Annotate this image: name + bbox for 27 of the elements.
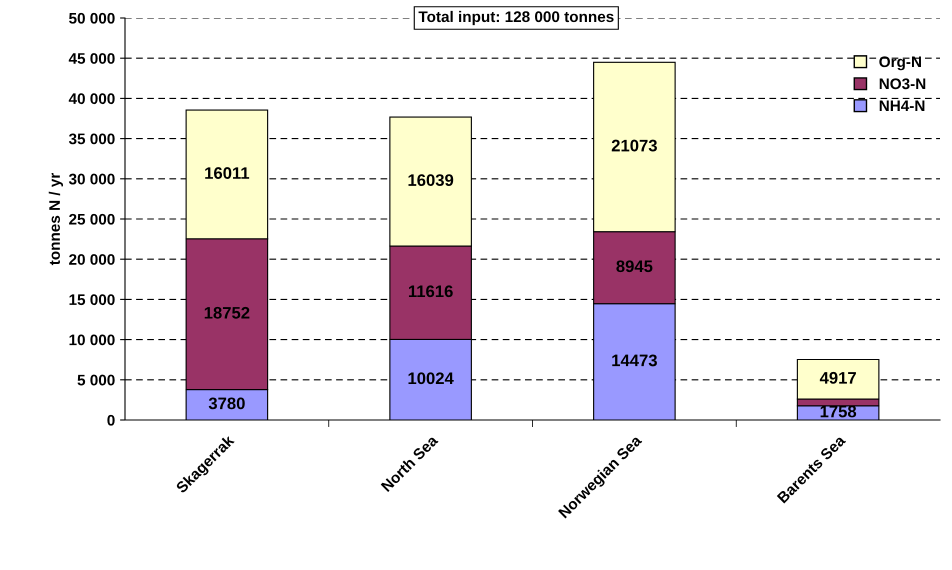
y-tick-label: 50 000	[69, 12, 115, 24]
data-label: 1758	[820, 406, 856, 418]
data-label: 16039	[408, 174, 454, 186]
legend-label: NO3-N	[880, 78, 926, 90]
data-label: 14473	[612, 354, 657, 366]
y-tick-label: 25 000	[69, 214, 115, 225]
y-tick-label: 0	[107, 414, 115, 426]
y-tick-label: 20 000	[69, 254, 115, 265]
data-label: 8945	[616, 260, 652, 272]
annotation: Total input: 128 000 tonnes	[418, 10, 614, 26]
y-tick-label: 45 000	[68, 53, 115, 64]
y-tick-label: 15 000	[70, 294, 115, 306]
y-tick-label: 5 000	[78, 374, 115, 386]
y-tick-label: 40 000	[68, 93, 115, 104]
data-label: 18752	[204, 306, 250, 319]
legend-label: NH4-N	[880, 100, 924, 112]
data-label: 21073	[612, 140, 657, 152]
y-tick-label: 10 000	[70, 334, 115, 346]
y-tick-label: 35 000	[68, 133, 115, 144]
data-label: 16011	[205, 167, 250, 179]
y-tick-label: 30 000	[68, 174, 115, 185]
data-label: 4917	[820, 372, 856, 384]
data-label: 3780	[208, 397, 245, 410]
data-label: 10024	[408, 372, 454, 384]
y-axis-title: tonnes N / yr	[48, 172, 63, 266]
legend-label: Org-N	[879, 56, 921, 70]
data-label: 11616	[408, 285, 453, 298]
